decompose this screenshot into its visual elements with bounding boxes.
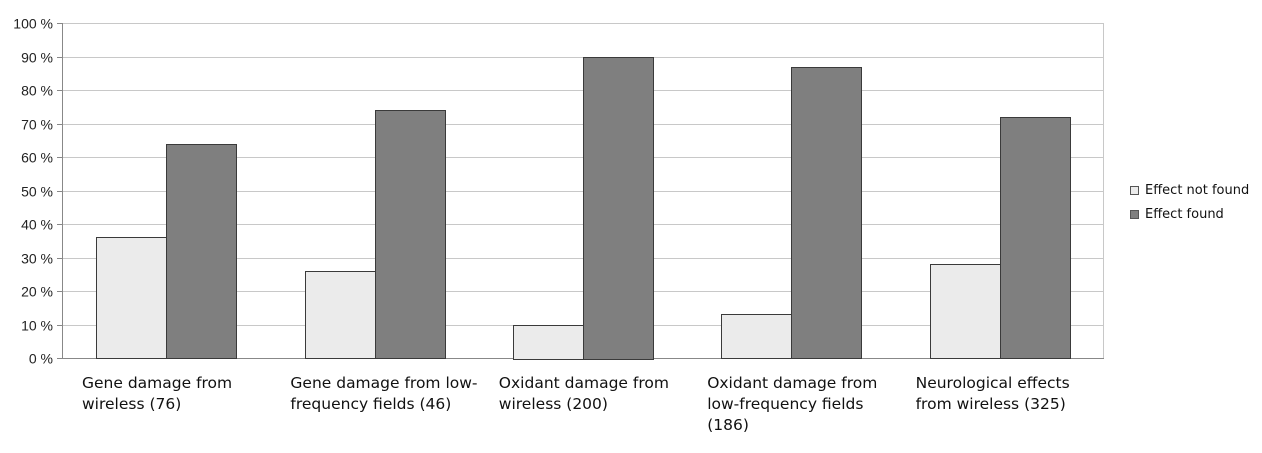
- y-tick-label: 0 %: [29, 351, 53, 367]
- y-tick-label: 30 %: [21, 251, 53, 267]
- y-tick-label: 70 %: [21, 117, 53, 133]
- bar-effect-not-found-3: [721, 314, 792, 359]
- category-label: Gene damage from wireless (76): [82, 374, 233, 413]
- bar-effect-not-found-1: [305, 271, 376, 359]
- category-label: Neurological effects from wireless (325): [915, 374, 1070, 413]
- bar-effect-found-3: [791, 67, 862, 359]
- y-tick-label: 90 %: [21, 50, 53, 66]
- legend: Effect not found Effect found: [1130, 178, 1249, 226]
- bars: [96, 57, 1071, 360]
- legend-swatch-effect-found: [1130, 209, 1139, 219]
- legend-item-effect-not-found: Effect not found: [1130, 178, 1249, 202]
- legend-label-effect-found: Effect found: [1145, 206, 1224, 222]
- category-label: Oxidant damage from wireless (200): [498, 374, 669, 413]
- bar-effect-found-4: [1000, 117, 1071, 359]
- category-label: Gene damage from low-frequency fields (4…: [290, 374, 478, 413]
- bar-effect-not-found-0: [96, 237, 167, 359]
- y-tick-label: 100 %: [13, 16, 53, 32]
- y-tick-label: 60 %: [21, 150, 53, 166]
- legend-item-effect-found: Effect found: [1130, 202, 1249, 226]
- legend-swatch-effect-not-found: [1130, 185, 1139, 195]
- bar-effect-not-found-4: [930, 264, 1001, 359]
- category-label: Oxidant damage from low-frequency fields…: [707, 374, 878, 434]
- bar-effect-found-0: [166, 144, 237, 359]
- y-tick-labels: 0 % 10 % 20 % 30 % 40 % 50 % 60 % 70 % 80 % 90 % 1…: [13, 16, 53, 367]
- y-tick-label: 50 %: [21, 184, 53, 200]
- bar-effect-found-2: [583, 57, 654, 360]
- y-tick-label: 40 %: [21, 217, 53, 233]
- bar-effect-found-1: [375, 110, 446, 359]
- y-tick-label: 10 %: [21, 318, 53, 334]
- bar-effect-not-found-2: [513, 325, 584, 360]
- y-tick-label: 20 %: [21, 284, 53, 300]
- y-tick-label: 80 %: [21, 83, 53, 99]
- legend-label-effect-not-found: Effect not found: [1145, 182, 1250, 198]
